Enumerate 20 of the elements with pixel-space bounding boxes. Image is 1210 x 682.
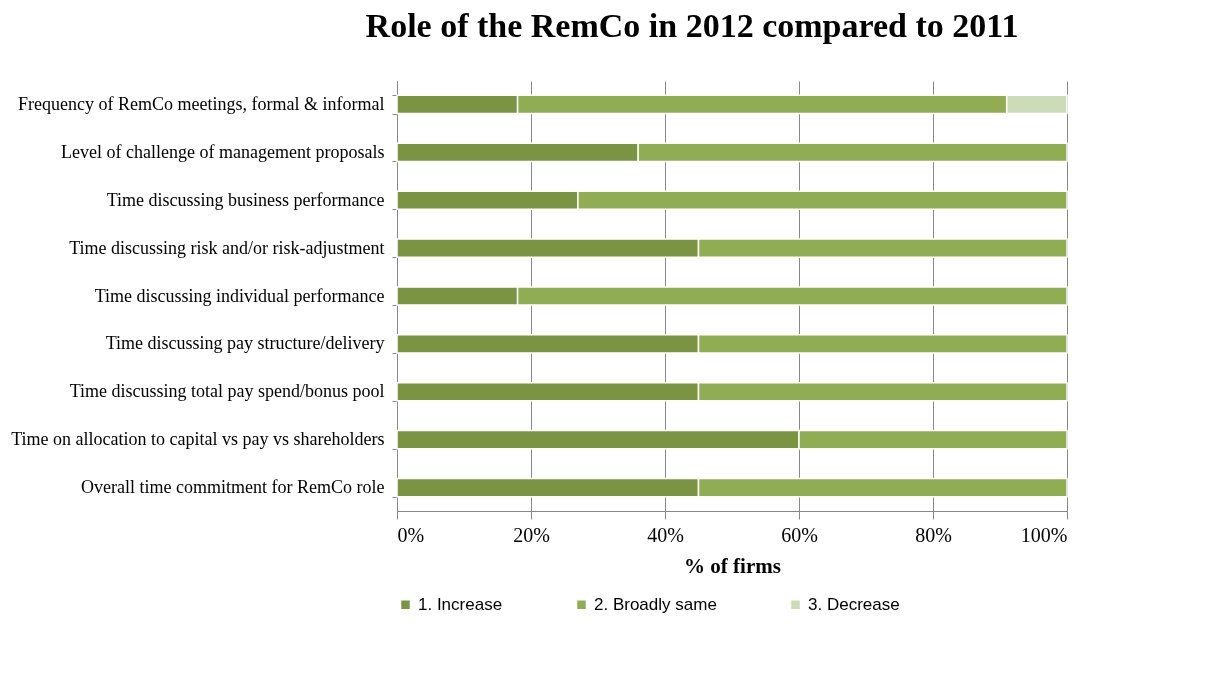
y-tick-label: Time discussing individual performance <box>94 285 385 306</box>
y-tick-label: Time discussing risk and/or risk-adjustment <box>69 237 385 258</box>
y-tick-label: Time discussing business performance <box>106 189 385 210</box>
chart-title: Role of the RemCo in 2012 compared to 2011 <box>365 7 1019 44</box>
x-tick-label: 0% <box>397 523 425 546</box>
y-tick-label: Level of challenge of management proposals <box>61 141 385 162</box>
x-tick-label: 20% <box>513 523 550 546</box>
legend-label: 1. Increase <box>418 594 503 614</box>
x-tick-label: 40% <box>647 523 684 546</box>
x-tick-label: 100% <box>1020 523 1068 546</box>
x-tick-label: 60% <box>781 523 818 546</box>
y-tick-label: Time discussing pay structure/delivery <box>105 333 385 354</box>
legend-label: 2. Broadly same <box>594 594 717 614</box>
y-tick-label: Time on allocation to capital vs pay vs shareholders <box>11 429 385 450</box>
y-tick-label: Overall time commitment for RemCo role <box>81 477 385 498</box>
x-axis-title: % of firms <box>684 553 781 578</box>
legend-label: 3. Decrease <box>808 594 900 614</box>
y-tick-label: Frequency of RemCo meetings, formal & informal <box>18 93 385 114</box>
y-tick-label: Time discussing total pay spend/bonus pool <box>69 381 385 402</box>
x-tick-label: 80% <box>915 523 952 546</box>
